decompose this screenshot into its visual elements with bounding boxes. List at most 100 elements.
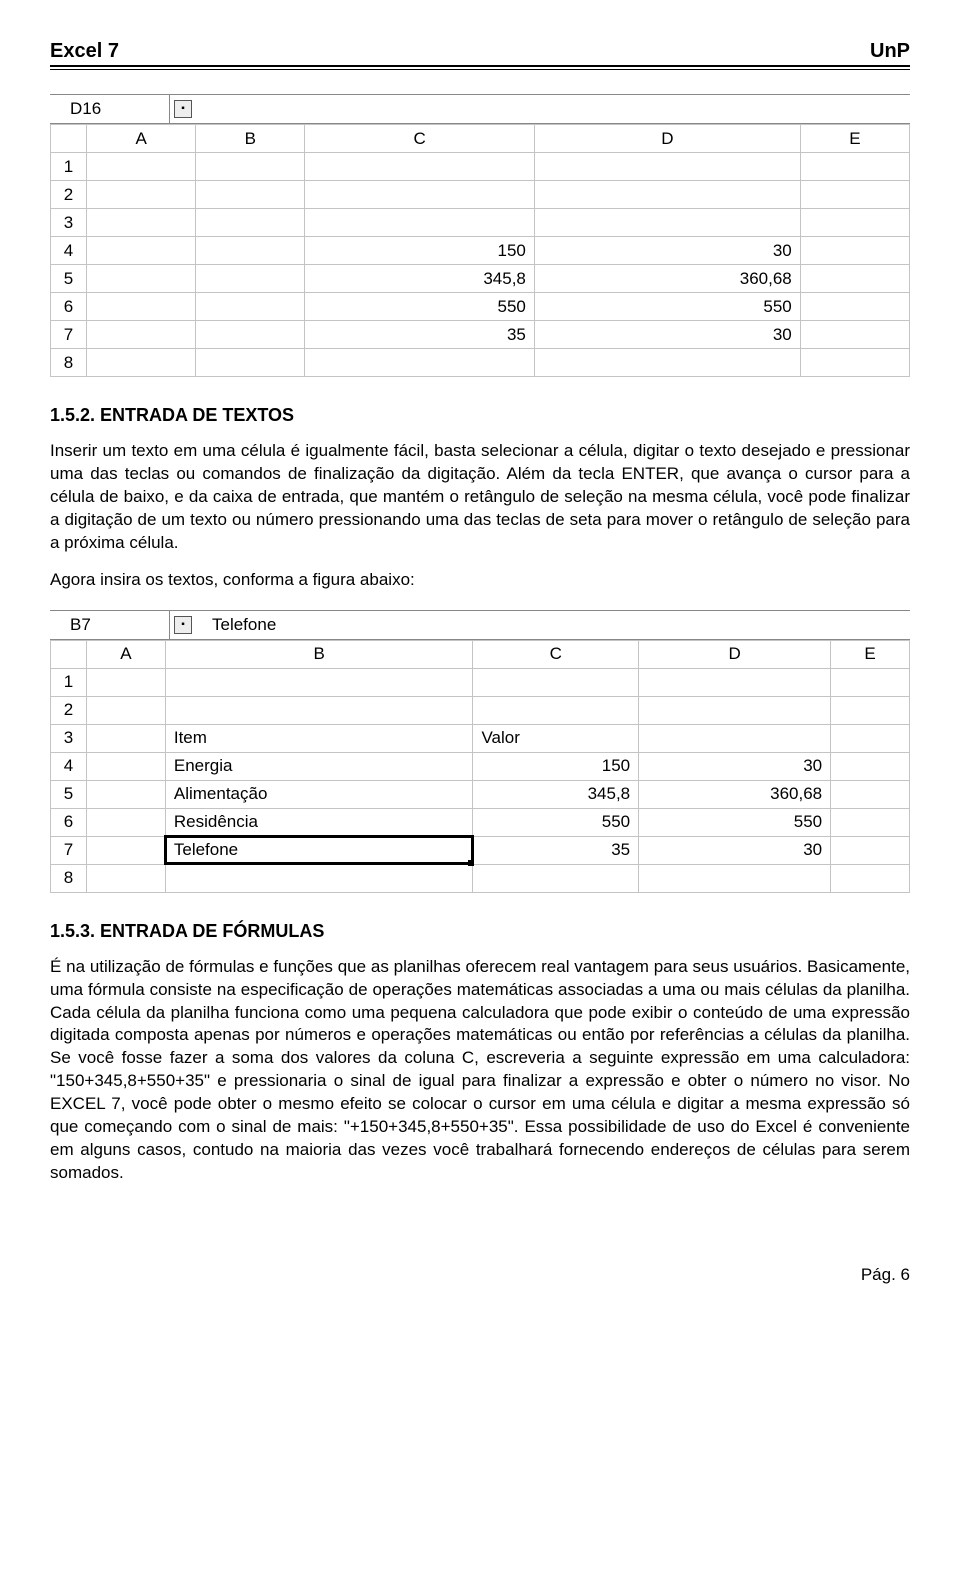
cell[interactable]: 35 (473, 836, 639, 864)
cell[interactable]: 345,8 (305, 265, 534, 293)
cell[interactable]: Item (165, 724, 473, 752)
cell[interactable] (639, 696, 831, 724)
cell[interactable]: Energia (165, 752, 473, 780)
cell[interactable]: 345,8 (473, 780, 639, 808)
row-header[interactable]: 1 (51, 668, 87, 696)
cell[interactable]: 360,68 (534, 265, 800, 293)
cell[interactable] (196, 265, 305, 293)
cell[interactable] (831, 752, 910, 780)
formula-bar[interactable]: Telefone (192, 615, 276, 635)
cell[interactable] (87, 237, 196, 265)
col-header[interactable]: E (800, 125, 909, 153)
cell[interactable] (473, 696, 639, 724)
row-header[interactable]: 5 (51, 265, 87, 293)
cell[interactable] (165, 864, 473, 892)
cell[interactable] (305, 153, 534, 181)
col-header[interactable]: D (534, 125, 800, 153)
cell[interactable] (87, 209, 196, 237)
cell[interactable] (165, 696, 473, 724)
cell[interactable] (800, 237, 909, 265)
grid-corner[interactable] (51, 125, 87, 153)
cell[interactable]: Residência (165, 808, 473, 836)
cell[interactable] (87, 836, 166, 864)
cell[interactable]: Valor (473, 724, 639, 752)
cell[interactable] (87, 696, 166, 724)
cell[interactable] (831, 808, 910, 836)
row-header[interactable]: 3 (51, 724, 87, 752)
cell[interactable] (196, 237, 305, 265)
col-header[interactable]: C (473, 640, 639, 668)
cell[interactable]: Alimentação (165, 780, 473, 808)
cell[interactable] (800, 181, 909, 209)
namebox-dropdown-icon[interactable]: ▪ (174, 616, 192, 634)
cell[interactable] (800, 293, 909, 321)
row-header[interactable]: 6 (51, 808, 87, 836)
cell[interactable] (831, 836, 910, 864)
col-header[interactable]: D (639, 640, 831, 668)
cell[interactable]: 30 (639, 836, 831, 864)
cell[interactable] (87, 153, 196, 181)
cell[interactable] (87, 724, 166, 752)
cell[interactable] (800, 153, 909, 181)
cell[interactable]: 35 (305, 321, 534, 349)
row-header[interactable]: 4 (51, 237, 87, 265)
cell[interactable] (831, 668, 910, 696)
cell[interactable] (196, 321, 305, 349)
cell[interactable]: 550 (473, 808, 639, 836)
cell[interactable]: 550 (534, 293, 800, 321)
cell[interactable] (639, 724, 831, 752)
col-header[interactable]: B (165, 640, 473, 668)
cell[interactable] (305, 181, 534, 209)
row-header[interactable]: 5 (51, 780, 87, 808)
cell[interactable] (831, 780, 910, 808)
row-header[interactable]: 6 (51, 293, 87, 321)
cell[interactable] (87, 321, 196, 349)
cell[interactable] (473, 668, 639, 696)
cell[interactable] (87, 864, 166, 892)
cell[interactable]: 550 (305, 293, 534, 321)
cell[interactable] (305, 349, 534, 377)
row-header[interactable]: 7 (51, 321, 87, 349)
cell[interactable] (87, 752, 166, 780)
grid-corner[interactable] (51, 640, 87, 668)
cell[interactable] (800, 321, 909, 349)
col-header[interactable]: B (196, 125, 305, 153)
cell[interactable] (196, 293, 305, 321)
cell[interactable] (196, 181, 305, 209)
cell[interactable] (87, 780, 166, 808)
cell[interactable]: 30 (534, 321, 800, 349)
name-box[interactable]: D16 (50, 95, 170, 123)
row-header[interactable]: 7 (51, 836, 87, 864)
cell[interactable]: 150 (473, 752, 639, 780)
row-header[interactable]: 1 (51, 153, 87, 181)
cell[interactable] (534, 209, 800, 237)
cell[interactable]: 550 (639, 808, 831, 836)
cell[interactable] (87, 349, 196, 377)
row-header[interactable]: 4 (51, 752, 87, 780)
cell[interactable]: 150 (305, 237, 534, 265)
cell[interactable] (534, 181, 800, 209)
row-header[interactable]: 3 (51, 209, 87, 237)
cell[interactable] (473, 864, 639, 892)
cell[interactable] (800, 265, 909, 293)
cell[interactable] (87, 181, 196, 209)
cell[interactable] (165, 668, 473, 696)
cell[interactable] (534, 349, 800, 377)
col-header[interactable]: C (305, 125, 534, 153)
cell[interactable] (831, 724, 910, 752)
cell[interactable] (196, 349, 305, 377)
row-header[interactable]: 2 (51, 696, 87, 724)
cell[interactable] (831, 696, 910, 724)
active-cell[interactable]: Telefone (165, 836, 473, 864)
col-header[interactable]: A (87, 640, 166, 668)
cell[interactable] (87, 808, 166, 836)
cell[interactable]: 30 (639, 752, 831, 780)
cell[interactable] (800, 349, 909, 377)
cell[interactable] (639, 668, 831, 696)
cell[interactable] (800, 209, 909, 237)
cell[interactable] (831, 864, 910, 892)
name-box[interactable]: B7 (50, 611, 170, 639)
cell[interactable]: 360,68 (639, 780, 831, 808)
cell[interactable] (87, 293, 196, 321)
cell[interactable] (639, 864, 831, 892)
